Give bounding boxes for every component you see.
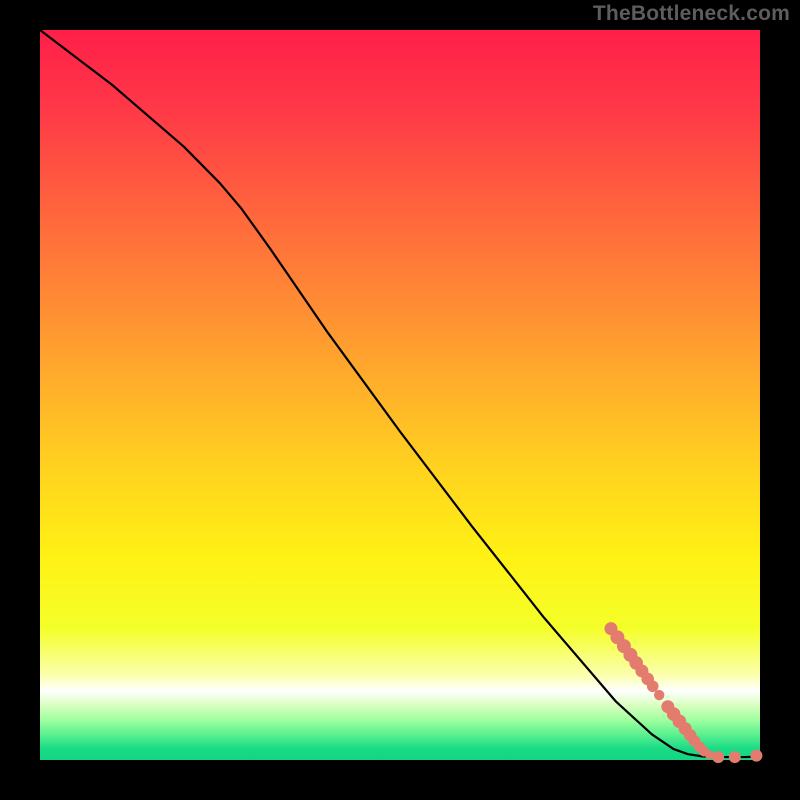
data-marker bbox=[647, 680, 659, 692]
data-marker bbox=[654, 690, 664, 700]
chart-stage: TheBottleneck.com bbox=[0, 0, 800, 800]
watermark-text: TheBottleneck.com bbox=[593, 2, 790, 26]
data-marker bbox=[712, 751, 724, 763]
plot-area bbox=[40, 30, 760, 760]
data-marker bbox=[750, 750, 762, 762]
chart-svg bbox=[0, 0, 800, 800]
data-marker bbox=[729, 751, 741, 763]
